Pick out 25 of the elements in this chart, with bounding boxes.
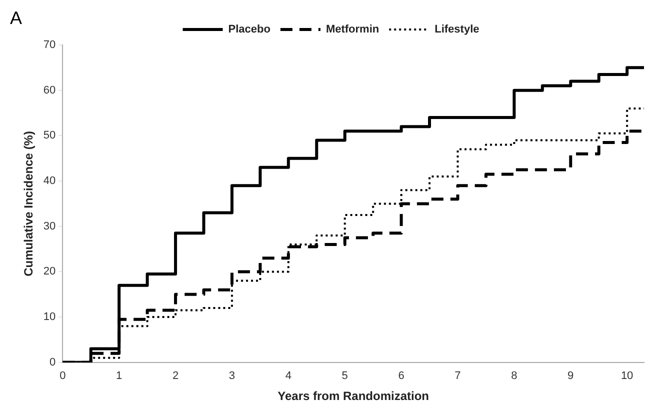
x-tick-label: 0 bbox=[60, 370, 66, 382]
y-tick-label: 60 bbox=[43, 84, 56, 96]
y-axis-title: Cumulative Incidence (%) bbox=[22, 131, 36, 276]
y-tick-label: 40 bbox=[43, 175, 56, 188]
x-tick-label: 4 bbox=[285, 370, 292, 382]
x-axis-title: Years from Randomization bbox=[278, 389, 430, 404]
legend-label: Placebo bbox=[228, 24, 271, 36]
y-tick-label: 30 bbox=[43, 220, 56, 232]
x-tick-label: 8 bbox=[511, 370, 518, 382]
y-tick-label: 50 bbox=[43, 130, 56, 142]
text: A bbox=[10, 8, 22, 29]
legend-label: Lifestyle bbox=[434, 24, 480, 36]
x-tick-label: 2 bbox=[172, 370, 179, 382]
x-tick-label: 1 bbox=[116, 370, 122, 382]
x-tick-label: 5 bbox=[342, 370, 348, 382]
x-tick-label: 10 bbox=[620, 370, 634, 382]
legend-label: Metformin bbox=[326, 24, 380, 36]
x-tick-label: 7 bbox=[454, 370, 461, 382]
y-tick-label: 0 bbox=[50, 356, 56, 368]
y-tick-label: 10 bbox=[43, 311, 56, 324]
x-tick-label: 9 bbox=[568, 370, 574, 382]
y-tick-label: 70 bbox=[43, 39, 56, 52]
y-tick-label: 20 bbox=[43, 266, 56, 278]
x-tick-label: 3 bbox=[228, 370, 236, 382]
x-tick-label: 6 bbox=[398, 370, 404, 382]
